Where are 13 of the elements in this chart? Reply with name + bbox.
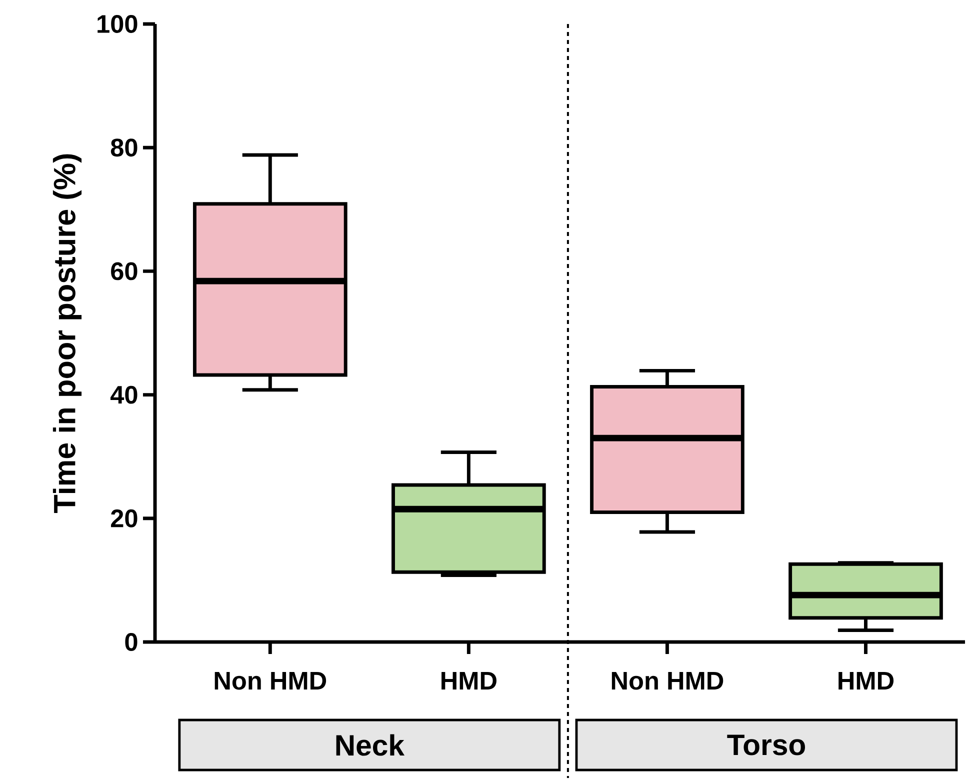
x-tick-label: HMD xyxy=(442,672,496,690)
y-axis-title: Time in poor posture (%) xyxy=(52,154,82,513)
y-tick-label: 60 xyxy=(111,262,138,280)
y-tick-label: 0 xyxy=(125,633,138,651)
x-tick-label: Non HMD xyxy=(612,672,724,690)
y-tick-label: 40 xyxy=(110,386,138,404)
text: Torso xyxy=(727,734,805,756)
y-tick-label: 20 xyxy=(110,509,138,528)
x-tick-label: HMD xyxy=(838,672,894,690)
y-tick-label: 100 xyxy=(98,15,138,33)
text: Neck xyxy=(336,734,405,756)
y-tick-label: 80 xyxy=(110,138,138,157)
x-tick-label: Non HMD xyxy=(214,672,326,690)
